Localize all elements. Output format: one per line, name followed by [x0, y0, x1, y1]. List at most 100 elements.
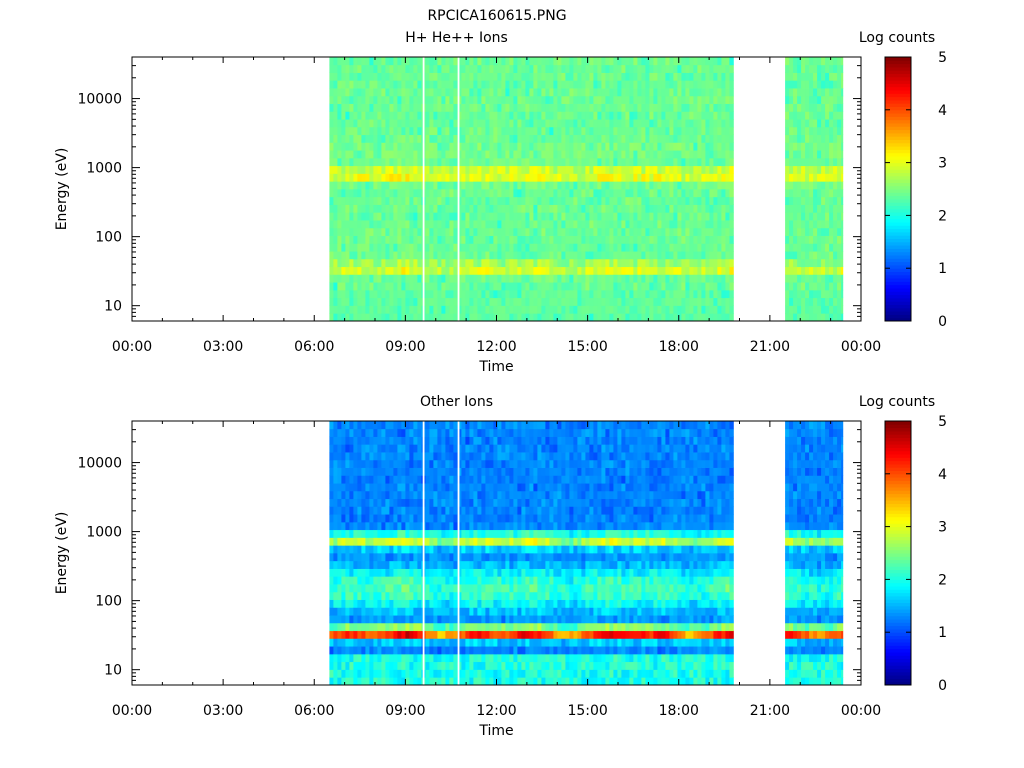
- spectrogram-cell: [369, 459, 374, 468]
- spectrogram-cell: [361, 568, 366, 577]
- spectrogram-cell: [329, 537, 334, 546]
- spectrogram-cell: [693, 173, 698, 182]
- spectrogram-cell: [477, 57, 482, 66]
- spectrogram-cell: [493, 165, 498, 174]
- spectrogram-cell: [601, 157, 606, 167]
- spectrogram-cell: [445, 64, 450, 73]
- spectrogram-cell: [357, 126, 362, 136]
- spectrogram-cell: [589, 297, 594, 306]
- spectrogram-cell: [373, 584, 378, 593]
- spectrogram-cell: [393, 227, 398, 236]
- spectrogram-cell: [493, 103, 498, 112]
- spectrogram-cell: [841, 274, 844, 283]
- spectrogram-cell: [493, 181, 498, 190]
- x-tick-label: 00:00: [841, 339, 881, 355]
- spectrogram-cell: [801, 64, 806, 73]
- spectrogram-cell: [333, 142, 338, 151]
- spectrogram-cell: [501, 266, 506, 275]
- spectrogram-cell: [465, 157, 470, 167]
- spectrogram-cell: [577, 64, 582, 73]
- spectrogram-cell: [397, 165, 402, 174]
- spectrogram-cell: [645, 72, 650, 81]
- spectrogram-cell: [713, 220, 718, 229]
- spectrogram-cell: [553, 274, 558, 283]
- spectrogram-cell: [825, 165, 830, 174]
- spectrogram-cell: [797, 126, 802, 136]
- spectrogram-cell: [685, 165, 690, 174]
- spectrogram-cell: [821, 266, 826, 275]
- spectrogram-cell: [685, 266, 690, 275]
- spectrogram-cell: [389, 258, 394, 268]
- spectrogram-cell: [501, 173, 506, 182]
- spectrogram-cell: [629, 305, 634, 314]
- spectrogram-cell: [373, 297, 378, 306]
- spectrogram-cell: [445, 289, 450, 299]
- spectrogram-cell: [689, 274, 694, 283]
- spectrogram-cell: [541, 119, 546, 128]
- spectrogram-cell: [617, 227, 622, 236]
- spectrogram-cell: [377, 220, 382, 229]
- spectrogram-cell: [369, 506, 374, 515]
- spectrogram-cell: [417, 560, 422, 569]
- spectrogram-cell: [517, 134, 522, 143]
- spectrogram-cell: [345, 576, 350, 585]
- colorbar-tick-label: 3: [938, 156, 947, 172]
- spectrogram-cell: [557, 235, 562, 244]
- spectrogram-cell: [501, 142, 506, 151]
- spectrogram-cell: [537, 266, 542, 275]
- spectrogram-cell: [393, 661, 398, 670]
- spectrogram-cell: [645, 134, 650, 143]
- spectrogram-cell: [361, 134, 366, 143]
- spectrogram-cells: [329, 421, 844, 686]
- spectrogram-cell: [349, 189, 354, 198]
- spectrogram-cell: [589, 220, 594, 229]
- spectrogram-cell: [837, 80, 842, 89]
- spectrogram-cell: [653, 142, 658, 151]
- spectrogram-cell: [381, 545, 386, 554]
- spectrogram-cell: [721, 142, 726, 151]
- spectrogram-cell: [545, 212, 550, 221]
- x-axis-label: Time: [478, 359, 513, 375]
- spectrogram-cell: [393, 165, 398, 174]
- spectrogram-cell: [821, 142, 826, 151]
- spectrogram-cell: [497, 80, 502, 89]
- spectrogram-cell: [385, 313, 390, 322]
- spectrogram-cell: [401, 282, 406, 291]
- spectrogram-cell: [841, 243, 844, 252]
- spectrogram-cell: [561, 150, 566, 159]
- spectrogram-cell: [525, 235, 530, 244]
- spectrogram-cell: [593, 220, 598, 229]
- spectrogram-cell: [361, 529, 366, 538]
- spectrogram-cell: [705, 212, 710, 221]
- spectrogram-cell: [785, 64, 790, 73]
- spectrogram-cell: [693, 305, 698, 314]
- spectrogram-cell: [393, 483, 398, 492]
- spectrogram-cell: [461, 157, 466, 167]
- spectrogram-cell: [637, 212, 642, 221]
- spectrogram-cell: [629, 243, 634, 252]
- spectrogram-cell: [493, 111, 498, 120]
- spectrogram-cell: [481, 258, 486, 268]
- spectrogram-cell: [517, 258, 522, 268]
- spectrogram-cell: [797, 72, 802, 81]
- spectrogram-cell: [333, 638, 338, 647]
- spectrogram-cell: [373, 103, 378, 112]
- spectrogram-cell: [349, 119, 354, 128]
- spectrogram-cell: [513, 274, 518, 283]
- spectrogram-cell: [685, 282, 690, 291]
- spectrogram-cell: [417, 165, 422, 174]
- spectrogram-cell: [409, 576, 414, 585]
- spectrogram-cell: [361, 537, 366, 546]
- spectrogram-cell: [617, 251, 622, 260]
- spectrogram-cell: [505, 313, 510, 322]
- spectrogram-cell: [633, 189, 638, 198]
- spectrogram-cell: [457, 181, 462, 190]
- spectrogram-cell: [361, 227, 366, 236]
- spectrogram-cell: [381, 576, 386, 585]
- spectrogram-cell: [553, 95, 558, 104]
- spectrogram-cell: [385, 467, 390, 476]
- spectrogram-cell: [489, 189, 494, 198]
- spectrogram-cell: [413, 88, 418, 97]
- spectrogram-cell: [549, 165, 554, 174]
- spectrogram-cell: [617, 181, 622, 190]
